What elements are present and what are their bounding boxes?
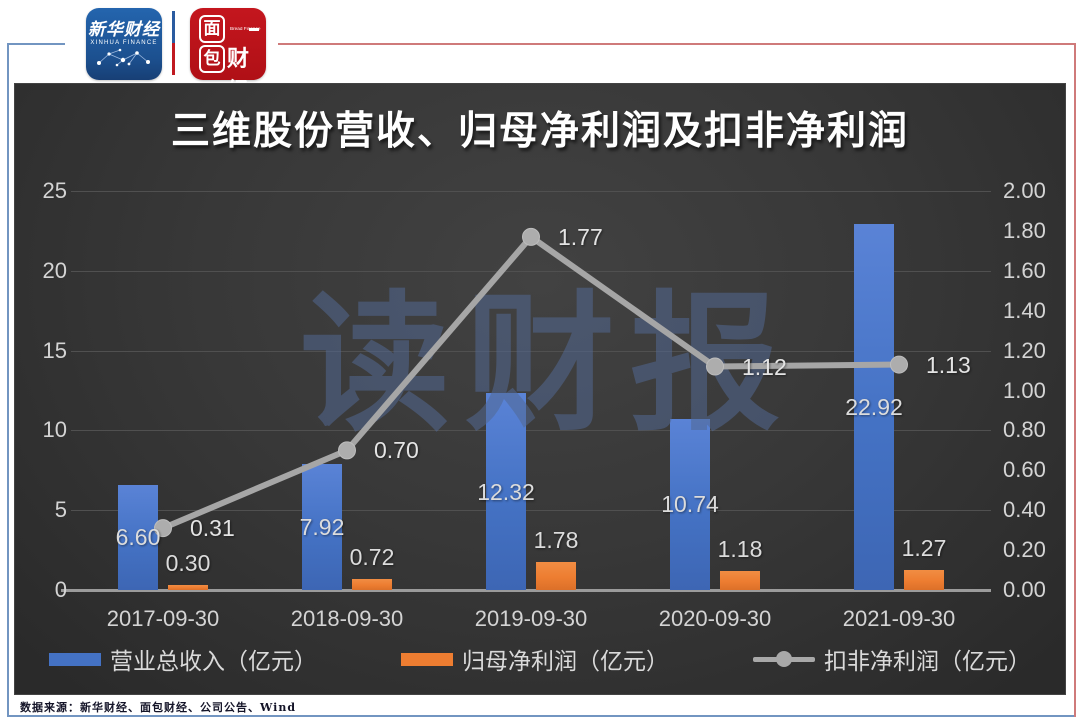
xinhua-finance-logo: 新华财经 XINHUA FINANCE — [86, 8, 162, 80]
right-axis-tick: 2.00 — [1003, 178, 1046, 203]
gridline — [71, 191, 991, 192]
network-dots-icon — [97, 48, 150, 66]
left-axis-tick: 10 — [42, 417, 67, 443]
logo-divider-blue — [172, 11, 175, 43]
legend-item-non-gaap: 扣非净利润（亿元） — [753, 642, 1031, 676]
left-axis-tick: 20 — [42, 257, 67, 283]
net-profit-bar — [352, 578, 392, 590]
net-profit-value-label: 1.27 — [901, 534, 947, 561]
bread-logo-dash — [249, 28, 259, 31]
xinhua-logo-en-text: XINHUA FINANCE — [90, 39, 158, 46]
data-source-note: 数据来源：新华财经、面包财经、公司公告、Wind — [20, 701, 297, 714]
logo-divider — [172, 11, 175, 75]
non-gaap-value-label: 1.77 — [558, 223, 603, 250]
logo-divider-red — [172, 43, 175, 75]
frame-left — [7, 43, 9, 717]
net-profit-value-label: 0.30 — [165, 550, 211, 577]
legend-swatch-blue — [49, 652, 101, 666]
x-axis-category-label: 2021-09-30 — [842, 606, 956, 631]
x-axis-line — [61, 589, 991, 592]
left-axis-tick: 5 — [54, 497, 67, 523]
non-gaap-value-label: 0.70 — [374, 437, 419, 464]
right-axis-tick: 1.80 — [1003, 217, 1046, 243]
right-axis-tick: 1.00 — [1003, 377, 1046, 403]
legend-label-net-profit: 归母净利润（亿元） — [462, 648, 669, 674]
revenue-value-label: 7.92 — [299, 513, 345, 540]
legend-item-net-profit: 归母净利润（亿元） — [401, 642, 669, 676]
right-axis-tick: 1.60 — [1003, 257, 1046, 283]
net-profit-bar — [720, 571, 760, 590]
frame-top-left — [7, 43, 65, 45]
net-profit-value-label: 1.78 — [533, 526, 579, 553]
right-axis-tick: 0.60 — [1003, 457, 1046, 483]
chart-title: 三维股份营收、归母净利润及扣非净利润 — [170, 110, 909, 153]
non-gaap-value-label: 0.31 — [190, 515, 235, 542]
right-axis-tick: 0.20 — [1003, 537, 1046, 563]
net-profit-bar — [904, 569, 944, 590]
frame-top-right — [278, 43, 1074, 45]
bread-finance-logo: 面 包 Bread Finance 财经 — [190, 8, 266, 103]
net-profit-bar — [168, 585, 208, 590]
x-axis-category-label: 2017-09-30 — [106, 606, 220, 631]
x-axis-category-label: 2020-09-30 — [658, 606, 772, 631]
frame-bottom — [7, 715, 1076, 717]
x-axis-category-label: 2018-09-30 — [290, 606, 404, 631]
revenue-bar — [118, 484, 158, 590]
chart-legend: 营业总收入（亿元） 归母净利润（亿元） 扣非净利润（亿元） — [15, 642, 1065, 676]
x-axis-category-label: 2019-09-30 — [474, 606, 588, 631]
legend-label-non-gaap: 扣非净利润（亿元） — [824, 648, 1031, 674]
legend-label-revenue: 营业总收入（亿元） — [110, 648, 317, 674]
xinhua-logo-cn-text: 新华财经 — [88, 19, 160, 39]
net-profit-value-label: 1.18 — [717, 536, 763, 563]
chart-panel: 三维股份营收、归母净利润及扣非净利润 读财报 0 5 10 15 20 25 0.00 0.2… — [14, 83, 1066, 695]
legend-swatch-orange — [401, 652, 453, 666]
bread-logo-mian-char: 面 — [199, 15, 225, 43]
left-axis-tick: 0 — [54, 577, 67, 602]
data-labels-layer: 0 5 10 15 20 25 0.00 0.20 0.40 0.60 0.80 1.00 1.20 1.… — [15, 84, 1065, 694]
right-axis-tick: 1.20 — [1003, 337, 1046, 363]
bread-logo-en-text: Bread Finance — [230, 27, 261, 32]
right-axis-tick: 1.40 — [1003, 297, 1046, 323]
revenue-value-label: 22.92 — [845, 394, 903, 421]
bread-logo-bao-char: 包 — [199, 45, 225, 73]
revenue-value-label: 12.32 — [477, 478, 535, 505]
net-profit-bar — [536, 561, 576, 590]
right-axis-tick: 0.80 — [1003, 417, 1046, 443]
legend-swatch-line — [753, 651, 815, 667]
revenue-value-label: 10.74 — [661, 491, 719, 518]
non-gaap-value-label: 1.13 — [926, 351, 971, 378]
frame-right — [1074, 43, 1076, 717]
left-axis-tick: 25 — [42, 178, 67, 203]
legend-item-revenue: 营业总收入（亿元） — [49, 642, 317, 676]
right-axis-tick: 0.40 — [1003, 497, 1046, 523]
non-gaap-value-label: 1.12 — [742, 353, 787, 380]
left-axis-tick: 15 — [42, 337, 67, 363]
right-axis-tick: 0.00 — [1003, 577, 1046, 602]
revenue-value-label: 6.60 — [115, 524, 161, 551]
net-profit-value-label: 0.72 — [349, 543, 395, 570]
